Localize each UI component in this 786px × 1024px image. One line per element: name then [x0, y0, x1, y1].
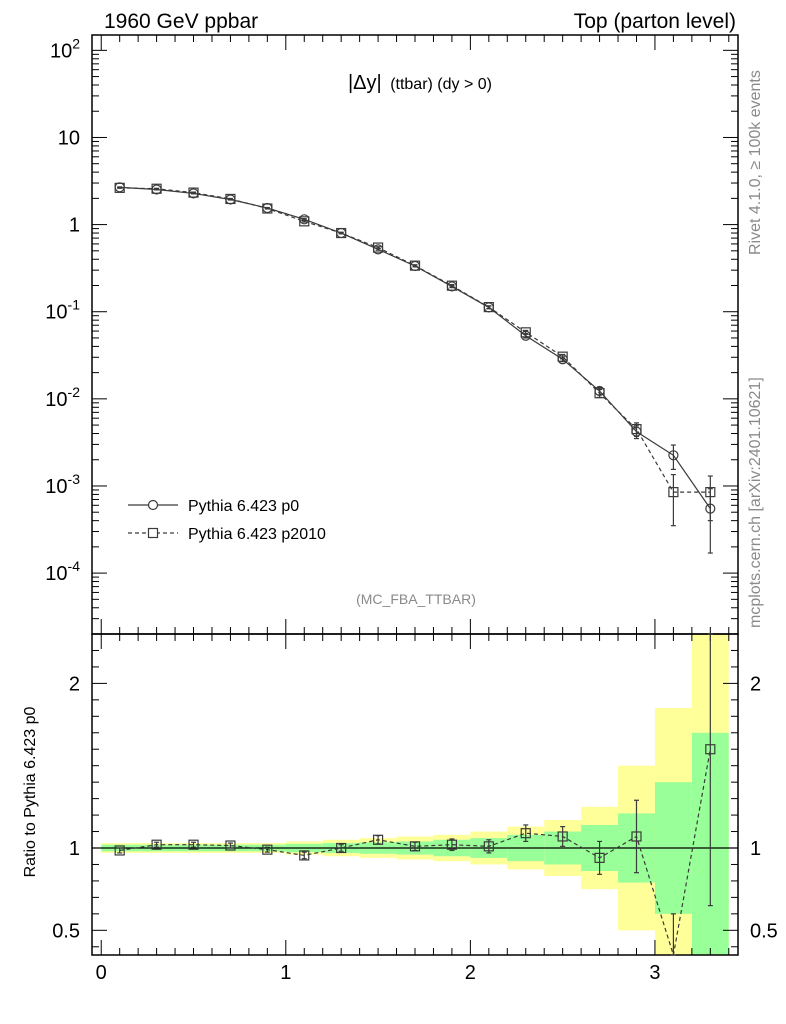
- main-y-tick-label: 10-2: [45, 384, 80, 411]
- main-plot-title: |Δy| (ttbar) (dy > 0): [348, 72, 492, 94]
- legend-label-p0: Pythia 6.423 p0: [188, 498, 299, 515]
- tick-label-exponent: -3: [68, 471, 81, 487]
- legend-marker-p2010: [147, 527, 159, 539]
- series-line: [119, 749, 711, 956]
- ratio-y-tick-label-left: 2: [69, 673, 80, 695]
- data-point-square: [594, 852, 605, 863]
- tick-label-exponent: -1: [68, 297, 81, 313]
- data-point-square: [409, 841, 421, 852]
- legend-entry-p2010: Pythia 6.423 p2010: [128, 526, 326, 543]
- legend: Pythia 6.423 p0 Pythia 6.423 p2010: [128, 498, 326, 543]
- data-point-square: [114, 845, 125, 856]
- data-point-circle: [188, 188, 199, 199]
- tick-label-exponent: -2: [68, 384, 81, 400]
- data-point-circle: [557, 354, 568, 365]
- data-point-square: [151, 839, 162, 850]
- ratio-y-tick-label-left: 0.5: [52, 920, 80, 942]
- tick-label-base: 10: [50, 40, 72, 62]
- ratio-bands: [101, 634, 729, 955]
- main-series-p0: [114, 182, 716, 554]
- data-point-circle: [594, 385, 605, 397]
- data-point-circle: [225, 194, 236, 205]
- ratio-y-tick-label-right: 2: [750, 673, 761, 695]
- data-point-circle: [336, 227, 347, 239]
- data-point-circle: [705, 503, 716, 514]
- data-point-circle: [409, 260, 421, 272]
- legend-entry-p0: Pythia 6.423 p0: [128, 498, 299, 515]
- observable-sublabel: (ttbar) (dy > 0): [390, 76, 492, 93]
- data-point-square: [188, 839, 199, 850]
- tick-label-exponent: -4: [68, 558, 81, 574]
- data-point-square: [520, 828, 531, 839]
- data-point-square: [668, 487, 679, 498]
- rivet-version-label: Rivet 4.1.0, ≥ 100k events: [747, 70, 764, 255]
- data-point-circle: [668, 450, 679, 461]
- tick-label-base: 10: [45, 389, 67, 411]
- data-point-circle: [372, 244, 384, 255]
- ratio-y-tick-label-left: 1: [69, 838, 80, 860]
- legend-marker-p0: [147, 499, 159, 511]
- series-line: [119, 187, 711, 493]
- data-point-square: [225, 840, 236, 851]
- tick-label-exponent: 2: [72, 35, 80, 51]
- main-y-tick-label: 10-4: [45, 558, 80, 585]
- observable-label: |Δy|: [348, 72, 382, 94]
- ratio-y-ticks: 0.5 0.5 1 1 2 2: [52, 633, 778, 948]
- data-point-square: [372, 834, 384, 845]
- data-point-square: [705, 744, 716, 755]
- mcplots-label: mcplots.cern.ch [arXiv:2401.10621]: [747, 377, 764, 628]
- data-point-circle: [446, 281, 458, 292]
- tick-label-base: 10: [45, 302, 67, 324]
- data-point-square: [446, 839, 458, 850]
- x-tick-label: 2: [465, 962, 476, 984]
- tick-label-base: 10: [45, 476, 67, 498]
- data-point-square: [299, 850, 310, 861]
- ratio-y-tick-label-right: 1: [750, 838, 761, 860]
- series-line: [119, 186, 711, 509]
- main-y-tick-label: 10-3: [45, 471, 80, 498]
- main-series-p2010: [114, 182, 716, 527]
- ratio-y-tick-label-right: 0.5: [750, 920, 778, 942]
- data-point-circle: [114, 182, 125, 193]
- main-y-tick-label: 102: [50, 35, 80, 62]
- x-tick-label: 3: [649, 962, 660, 984]
- data-point-square: [336, 842, 347, 854]
- data-point-square: [557, 831, 568, 842]
- data-point-circle: [262, 202, 273, 214]
- legend-label-p2010: Pythia 6.423 p2010: [188, 526, 326, 543]
- data-point-square: [483, 841, 494, 852]
- data-point-circle: [151, 184, 162, 195]
- main-y-tick-label: 10-1: [45, 297, 80, 324]
- ratio-series-p2010: [114, 633, 716, 956]
- process-label: Top (parton level): [574, 10, 736, 33]
- data-point-circle: [631, 426, 642, 437]
- data-point-square: [631, 831, 642, 842]
- main-panel-frame: [91, 34, 739, 635]
- x-tick-label: 0: [96, 962, 107, 984]
- data-point-circle: [520, 330, 531, 341]
- data-point-square: [262, 844, 273, 855]
- analysis-tag: (MC_FBA_TTBAR): [356, 591, 476, 607]
- main-y-tick-label: 1: [69, 215, 80, 237]
- main-y-tick-label: 10: [58, 127, 80, 149]
- ratio-ylabel: Ratio to Pythia 6.423 p0: [22, 707, 39, 878]
- data-point-circle: [483, 302, 494, 313]
- energy-label: 1960 GeV ppbar: [104, 10, 258, 33]
- data-point-circle: [299, 214, 310, 225]
- x-tick-label: 1: [280, 962, 291, 984]
- tick-label-base: 10: [45, 563, 67, 585]
